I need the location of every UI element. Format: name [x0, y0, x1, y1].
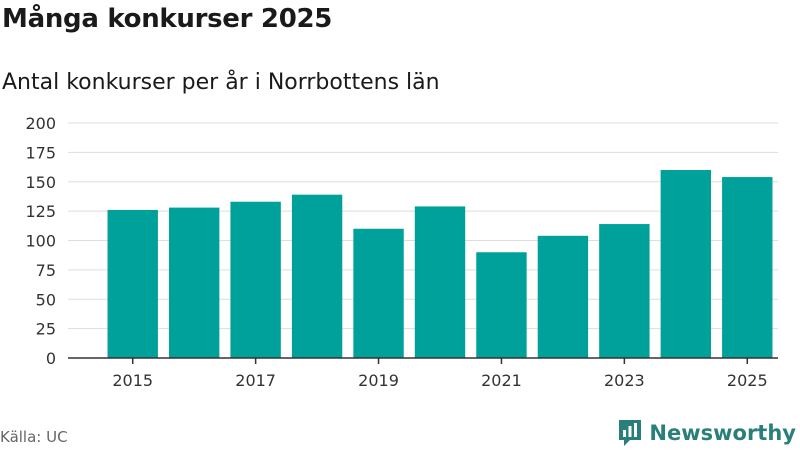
- x-tick-label: 2021: [481, 371, 522, 390]
- y-tick-label: 50: [36, 290, 56, 309]
- bar-2019: [353, 228, 404, 358]
- bar-2020: [414, 206, 466, 358]
- bar-2024: [660, 170, 712, 358]
- y-tick-label: 125: [25, 202, 56, 221]
- y-tick-label: 175: [25, 143, 56, 162]
- x-tick-label: 2015: [112, 371, 153, 390]
- x-tick-label: 2023: [604, 371, 645, 390]
- brand-name: Newsworthy: [649, 421, 796, 445]
- bar-2023: [599, 224, 650, 358]
- bar-2025: [722, 177, 773, 358]
- bar-2021: [476, 252, 527, 358]
- y-tick-label: 0: [46, 349, 56, 368]
- x-tick-label: 2017: [235, 371, 276, 390]
- y-tick-label: 100: [25, 232, 56, 251]
- bar-2016: [168, 207, 220, 358]
- x-axis-ticks: 2015 2017 2019 2021 2023 2025: [68, 357, 778, 390]
- bars: [107, 170, 773, 358]
- y-tick-label: 200: [25, 114, 56, 133]
- bar-2017: [230, 201, 281, 358]
- bar-2015: [107, 209, 158, 358]
- x-tick-label: 2025: [727, 371, 768, 390]
- y-tick-label: 150: [25, 173, 56, 192]
- x-tick-label: 2019: [358, 371, 399, 390]
- chart-subtitle: Antal konkurser per år i Norrbottens län: [2, 70, 440, 95]
- y-axis-ticks: 0 25 50 75 100 125 150 175 200: [25, 114, 56, 368]
- y-tick-label: 75: [36, 261, 56, 280]
- brand-logo[interactable]: Newsworthy: [617, 418, 796, 448]
- source-note: Källa: UC: [0, 428, 68, 446]
- newsworthy-icon: [619, 420, 642, 446]
- bar-2022: [537, 235, 589, 358]
- y-tick-label: 25: [36, 320, 56, 339]
- bar-2018: [291, 194, 343, 358]
- chart-title: Många konkurser 2025: [2, 4, 333, 34]
